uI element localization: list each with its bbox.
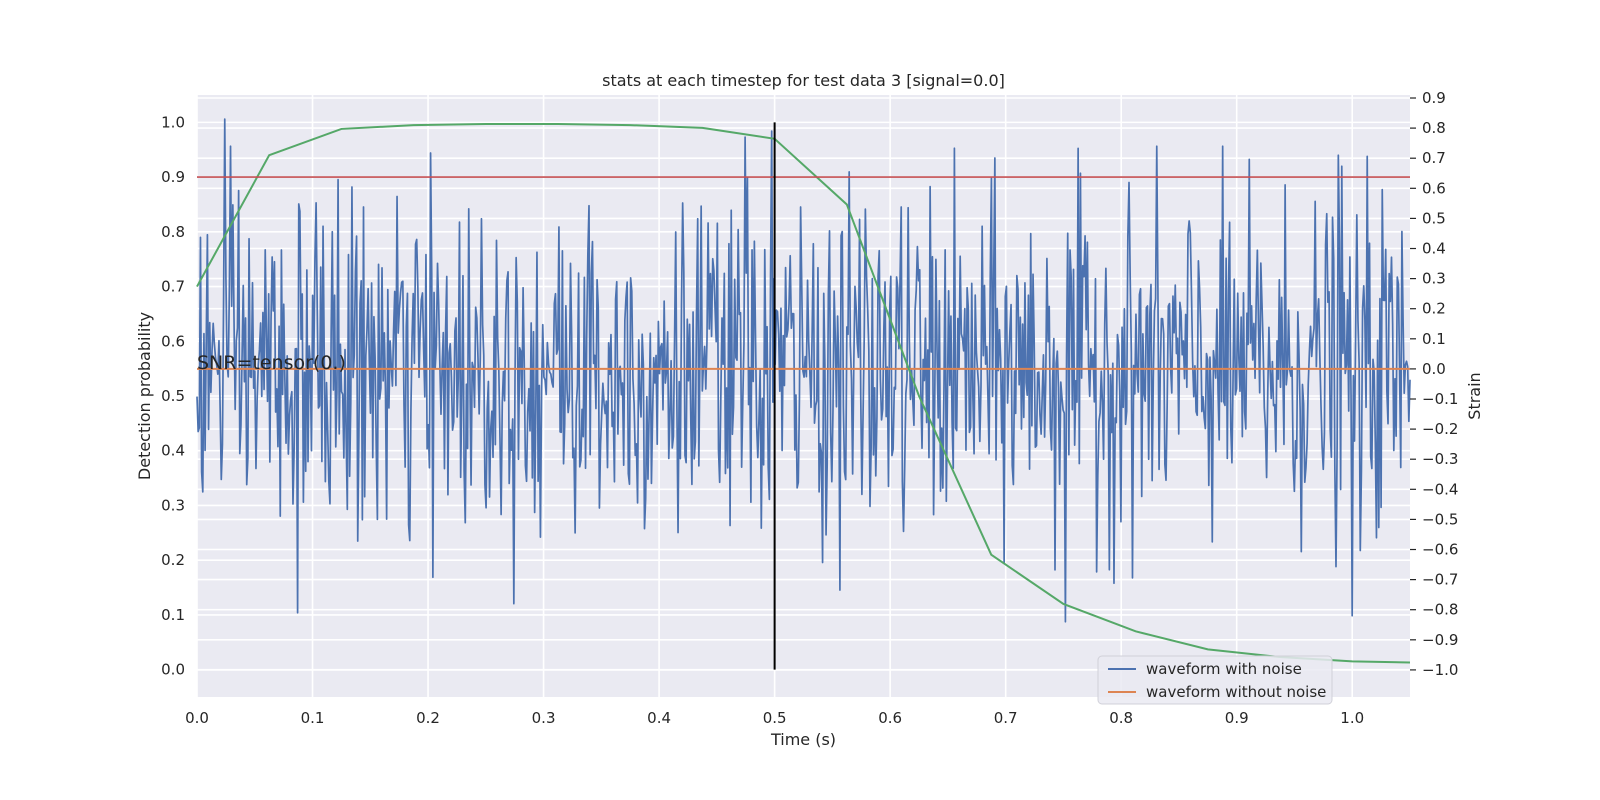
series-detection-probability: [196, 123, 1411, 664]
y2-tick-label: 0.3: [1422, 270, 1446, 288]
y2-tick-label: 0.4: [1422, 240, 1446, 258]
y-tick-label: 0.7: [161, 278, 185, 296]
y-tick-label: 0.6: [161, 332, 185, 350]
y2-tick-label: 0.9: [1422, 89, 1446, 107]
y2-tick-label: 0.0: [1422, 360, 1446, 378]
y2-tick-label: 0.2: [1422, 300, 1446, 318]
x-tick-label: 0.3: [532, 709, 556, 727]
y2-tick-label: −0.8: [1422, 601, 1458, 619]
legend-box: [1097, 655, 1333, 705]
x-tick-label: 0.0: [185, 709, 209, 727]
y-tick-label: 0.2: [161, 551, 185, 569]
y-tick-label: 1.0: [161, 113, 185, 131]
x-tick-label: 0.1: [301, 709, 325, 727]
y2-axis-label: Strain: [1465, 372, 1484, 419]
series-waveform-with-noise: [196, 118, 1411, 623]
legend: waveform with noise waveform without noi…: [1097, 655, 1333, 705]
x-axis-label: Time (s): [770, 730, 836, 749]
y-tick-label: 0.5: [161, 387, 185, 405]
y2-tick-label: −0.1: [1422, 390, 1458, 408]
x-tick-label: 0.7: [994, 709, 1018, 727]
chart-title: stats at each timestep for test data 3 […: [602, 71, 1005, 90]
x-tick-label: 0.5: [763, 709, 787, 727]
y2-tick-label: 0.5: [1422, 209, 1446, 227]
x-tick-label: 0.2: [416, 709, 440, 727]
y2-tick-label: −0.9: [1422, 631, 1458, 649]
y2-tick-label: −0.7: [1422, 571, 1458, 589]
y-tick-label: 0.3: [161, 496, 185, 514]
y-axis-label: Detection probability: [135, 312, 154, 480]
y-tick-label: 0.1: [161, 606, 185, 624]
y2-tick-label: 0.1: [1422, 330, 1446, 348]
x-tick-label: 0.9: [1225, 709, 1249, 727]
y-tick-label: 0.0: [161, 661, 185, 679]
y2-tick-label: −0.5: [1422, 510, 1458, 528]
snr-annotation: SNR=tensor(0.): [197, 352, 346, 374]
legend-label-noise: waveform with noise: [1146, 660, 1302, 678]
y-tick-label: 0.4: [161, 442, 185, 460]
x-tick-label: 0.4: [647, 709, 671, 727]
y2-tick-label: 0.6: [1422, 179, 1446, 197]
y2-tick-label: −0.3: [1422, 450, 1458, 468]
y-tick-label: 0.8: [161, 223, 185, 241]
y2-tick-label: 0.8: [1422, 119, 1446, 137]
series-layer: [196, 118, 1411, 670]
y2-tick-label: −0.6: [1422, 541, 1458, 559]
y2-tick-label: −0.2: [1422, 420, 1458, 438]
x-tick-label: 0.8: [1109, 709, 1133, 727]
x-tick-label: 1.0: [1340, 709, 1364, 727]
x-tick-label: 0.6: [878, 709, 902, 727]
y2-tick-label: −0.4: [1422, 480, 1458, 498]
y2-tick-label: 0.7: [1422, 149, 1446, 167]
axes: 0.0 0.1 0.2 0.3 0.4 0.5 0.6 0.7 0.8 0.9 1.0 0.0 0.1 0…: [161, 89, 1458, 727]
legend-label-clean: waveform without noise: [1146, 683, 1326, 701]
y2-tick-label: −1.0: [1422, 661, 1458, 679]
y-tick-label: 0.9: [161, 168, 185, 186]
